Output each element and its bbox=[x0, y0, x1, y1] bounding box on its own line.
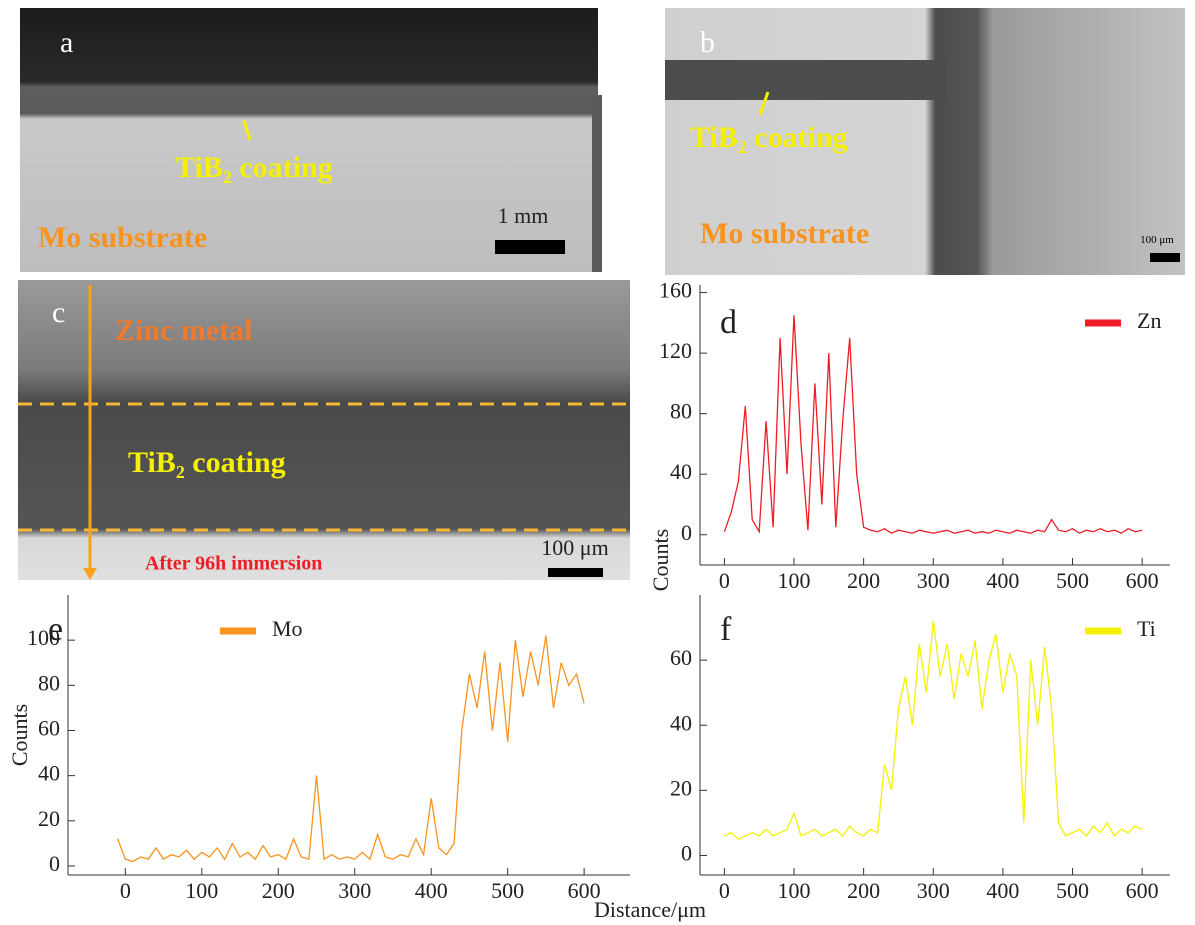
scale-bar bbox=[1150, 253, 1180, 262]
y-axis-label: Counts bbox=[648, 529, 673, 591]
y-tick-label: 60 bbox=[670, 645, 692, 670]
y-tick-label: 20 bbox=[38, 806, 60, 831]
metal-label: Zinc metal bbox=[115, 314, 252, 347]
substrate-label: Mo substrate bbox=[38, 221, 207, 254]
micrograph-image bbox=[665, 8, 1185, 275]
micrograph-b: b TiB₂ coating Mo substrate 100 μm bbox=[665, 8, 1185, 275]
x-tick-label: 400 bbox=[986, 878, 1019, 903]
arrow-head bbox=[83, 568, 97, 580]
arrow bbox=[758, 91, 770, 116]
y-tick-label: 120 bbox=[659, 338, 692, 363]
micrograph-c: c Zinc metal TiB₂ coating After 96h imme… bbox=[18, 280, 630, 580]
x-tick-label: 200 bbox=[847, 878, 880, 903]
x-tick-label: 300 bbox=[917, 568, 950, 593]
data-line bbox=[724, 620, 1143, 840]
coating-label: TiB₂ coating bbox=[128, 446, 286, 479]
panel-label: b bbox=[700, 26, 715, 59]
y-tick-label: 0 bbox=[49, 851, 60, 876]
y-axis-label: Counts bbox=[7, 704, 32, 766]
y-tick-label: 100 bbox=[27, 625, 60, 650]
data-line bbox=[117, 635, 585, 863]
y-tick-label: 40 bbox=[670, 459, 692, 484]
x-tick-label: 600 bbox=[1126, 568, 1159, 593]
scale-bar bbox=[495, 240, 565, 254]
y-tick-label: 80 bbox=[670, 399, 692, 424]
micrograph-image bbox=[18, 280, 630, 580]
x-tick-label: 500 bbox=[1056, 878, 1089, 903]
scale-label: 100 μm bbox=[541, 535, 608, 560]
note-label: After 96h immersion bbox=[145, 553, 322, 575]
legend-label: Zn bbox=[1137, 308, 1161, 333]
panel-label: c bbox=[52, 296, 65, 329]
panel-label: e bbox=[48, 611, 63, 648]
substrate-label: Mo substrate bbox=[700, 217, 869, 250]
x-tick-label: 200 bbox=[262, 878, 295, 903]
x-tick-label: 0 bbox=[719, 568, 730, 593]
coating-label: TiB₂ coating bbox=[690, 121, 848, 154]
panel-label: d bbox=[720, 304, 737, 341]
panel-label: a bbox=[60, 26, 73, 59]
x-tick-label: 400 bbox=[986, 568, 1019, 593]
scale-label: 1 mm bbox=[498, 203, 549, 228]
x-tick-label: 600 bbox=[568, 878, 601, 903]
x-tick-label: 600 bbox=[1126, 878, 1159, 903]
micrograph-a: a TiB₂ coating Mo substrate 1 mm bbox=[20, 8, 602, 272]
x-tick-label: 300 bbox=[338, 878, 371, 903]
x-tick-label: 400 bbox=[415, 878, 448, 903]
panel-label: f bbox=[720, 611, 732, 648]
y-tick-label: 80 bbox=[38, 670, 60, 695]
x-tick-label: 0 bbox=[719, 878, 730, 903]
y-tick-label: 0 bbox=[681, 841, 692, 866]
y-tick-label: 160 bbox=[659, 278, 692, 303]
x-tick-label: 200 bbox=[847, 568, 880, 593]
coating-layer bbox=[665, 60, 945, 100]
x-axis-label: Distance/μm bbox=[594, 897, 706, 922]
x-tick-label: 300 bbox=[917, 878, 950, 903]
x-tick-label: 500 bbox=[491, 878, 524, 903]
x-tick-label: 500 bbox=[1056, 568, 1089, 593]
legend-label: Ti bbox=[1137, 616, 1156, 641]
x-tick-label: 100 bbox=[185, 878, 218, 903]
scale-bar bbox=[548, 568, 603, 577]
scale-label: 100 μm bbox=[1140, 234, 1174, 246]
x-tick-label: 0 bbox=[120, 878, 131, 903]
legend-label: Mo bbox=[272, 616, 303, 641]
y-tick-label: 0 bbox=[681, 520, 692, 545]
coating-edge bbox=[592, 95, 602, 272]
y-tick-label: 20 bbox=[670, 775, 692, 800]
y-tick-label: 60 bbox=[38, 716, 60, 741]
y-tick-label: 40 bbox=[38, 761, 60, 786]
arrow bbox=[242, 119, 252, 141]
x-tick-label: 100 bbox=[778, 878, 811, 903]
micrograph-image bbox=[20, 8, 598, 272]
data-line bbox=[723, 315, 1143, 534]
coating-label: TiB₂ coating bbox=[175, 151, 333, 184]
x-tick-label: 100 bbox=[778, 568, 811, 593]
y-tick-label: 40 bbox=[670, 710, 692, 735]
